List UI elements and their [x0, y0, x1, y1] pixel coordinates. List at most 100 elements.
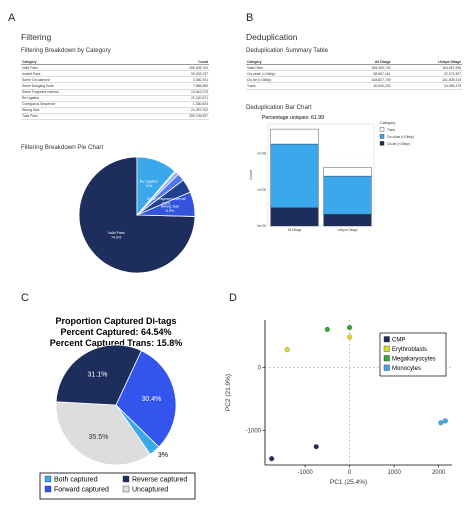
scatter-y-tick-label: -1000 [246, 428, 262, 434]
scatter-legend-swatch-erythroblasts [383, 345, 390, 352]
table-row: Same Fragment Internal 13,342,073 [21, 89, 209, 96]
filtering-pie-label-re-ligation: Re Ligation [140, 179, 158, 183]
table-row: Cis-close (<10kbp) 55,667,161 22,073,307 [246, 70, 462, 78]
capture-pie-legend [39, 472, 196, 500]
table-cell: Re Ligation [21, 95, 143, 102]
table-cell: 22,220,971 [143, 95, 209, 102]
table-cell: Valid Pairs [21, 64, 143, 72]
scatter-x-tick-label: -1000 [297, 470, 313, 476]
table-row: Re Ligation 22,220,971 [21, 95, 209, 102]
capture-pie-title-line-1: Proportion Captured Di-tags [56, 316, 177, 326]
table-row: Valid Pairs 265,305,700 [21, 64, 209, 72]
bar-legend-label-trans: Trans [387, 128, 395, 132]
scatter-legend-label-cmp: CMP [392, 338, 405, 344]
capture-legend-label-reverse-captured: Reverse captured [132, 477, 187, 484]
table-cell: 24,387,202 [143, 107, 209, 114]
capture-legend-swatch-both-captured [44, 475, 52, 483]
filtering-pie-pct-same-fragment-internal: 3.8% [162, 202, 171, 206]
scatter-point-monocytes [438, 420, 444, 426]
table-cell: Cis-far (>10kbp) [246, 76, 333, 84]
panel-a-letter: A [8, 12, 16, 24]
table-cell: Contiguous Sequence [21, 101, 143, 108]
table-row: Contiguous Sequence 1,330,844 [21, 101, 209, 108]
capture-legend-swatch-forward-captured [44, 485, 52, 493]
scatter-legend-label-monocytes: Monocytes [392, 366, 421, 372]
scatter-point-cmp [269, 456, 275, 462]
table-row: Valid Pairs 265,305,700 164,557,996 [246, 64, 462, 72]
capture-pie-label-uncaptured: 35.5% [89, 434, 109, 441]
filtering-pie-label-same-fragment-internal: Same Fragment Internal [147, 197, 186, 201]
pca-scatter-chart: -1000 0 1000 2000 -1000 0 PC1 (25.4%) PC2 (21.9… [225, 320, 452, 486]
bar-legend-title: Category [380, 121, 396, 125]
table-cell: Wrong Size [21, 107, 143, 114]
capture-pie-slice-reverse-captured [55, 344, 142, 406]
scatter-point-monocytes [442, 418, 448, 424]
table-cell: Invalid Pairs [21, 70, 143, 78]
bar-all-ditags-cis-close-10kbp [270, 143, 319, 208]
table-cell: Same Circularised [21, 76, 143, 84]
table-cell: Same Dangling Ends [21, 82, 143, 90]
panel-a-pie-title: Filtering Breakdown Pie Chart [21, 144, 104, 151]
capture-legend-label-both-captured: Both captured [54, 477, 98, 484]
scatter-x-axis-label: PC1 (25.4%) [330, 479, 367, 486]
scatter-legend-swatch-megakaryocytes [383, 355, 390, 362]
scatter-legend-swatch-cmp [383, 336, 390, 343]
table-cell: 1,330,844 [143, 101, 209, 108]
bar-all-ditags-cis-far-10kbp [270, 207, 319, 227]
scatter-x-tick-label: 0 [348, 470, 352, 476]
panel-b-letter: B [246, 12, 254, 24]
scatter-point-megakaryocytes [347, 325, 353, 331]
panel-c-letter: C [21, 292, 29, 304]
table-cell: Valid Pairs [246, 64, 333, 72]
capture-legend-label-uncaptured: Uncaptured [132, 487, 168, 494]
filtering-pie-label-valid-pairs: Valid Pairs [108, 231, 125, 235]
filtering-table: Category Count Valid Pairs 265,305,700 Inva… [21, 59, 209, 121]
dedup-bar-chart: Percentage uniques: 61.99 0e+00 1e+08 2e+08… [249, 115, 414, 232]
table-cell: 101,409,310 [391, 76, 462, 84]
table-cell: Trans [246, 82, 333, 90]
bar-unique-ditags-trans [323, 167, 372, 177]
table-cell: 265,305,700 [143, 64, 209, 72]
filtering-table-header-count: Count [143, 59, 209, 66]
scatter-x-tick-label: 2000 [432, 470, 446, 476]
table-row: Invalid Pairs 90,302,237 [21, 70, 209, 78]
capture-pie-title-line-2: Percent Captured: 64.54% [60, 327, 171, 337]
capture-pie-title-line-3: Percent Captured Trans: 15.8% [50, 338, 183, 348]
panel-d-letter: D [229, 292, 237, 304]
scatter-point-erythroblasts [284, 347, 290, 353]
panel-b-title: Deduplication [246, 32, 298, 42]
scatter-point-cmp [313, 444, 319, 450]
filtering-pie-slice-re-ligation [136, 156, 176, 217]
bar-x-tick-label: All Ditags [288, 228, 302, 232]
bar-y-tick-label: 2e+08 [257, 151, 266, 155]
scatter-point-megakaryocytes [324, 326, 330, 333]
scatter-legend [379, 332, 447, 377]
filtering-pie-pct-valid-pairs: 74.6% [111, 236, 122, 240]
table-cell: 164,557,996 [391, 64, 462, 72]
scatter-legend-swatch-monocytes [383, 364, 390, 371]
scatter-point-erythroblasts [347, 334, 353, 340]
panel-a-title: Filtering [21, 32, 52, 42]
scatter-legend-label-erythroblasts: Erythroblasts [392, 347, 427, 353]
capture-pie-label-reverse-captured: 31.1% [88, 372, 108, 379]
table-cell: 24,055,379 [391, 82, 462, 90]
scatter-x-tick-label: 1000 [387, 470, 401, 476]
bar-y-tick-label: 1e+08 [257, 188, 266, 192]
capture-pie-slice-uncaptured [55, 401, 151, 466]
table-row: Same Dangling Ends 7,556,980 [21, 82, 209, 90]
table-cell: 3,360,201 [143, 76, 209, 84]
bar-legend-label-cis-far-10kbp: Cis-far (>10kbp) [387, 142, 410, 146]
dedup-table: Category All Ditags Unique Ditags Valid Pa… [246, 59, 462, 90]
capture-legend-swatch-uncaptured [122, 485, 130, 493]
table-cell: 168,827,749 [332, 76, 392, 84]
capture-pie-label-both-captured: 3% [158, 452, 168, 459]
bar-legend-swatch-trans [379, 127, 385, 132]
table-cell: Cis-close (<10kbp) [246, 70, 333, 78]
table-cell: 90,302,237 [143, 70, 209, 78]
capture-pie-slice-forward-captured [115, 350, 177, 448]
table-cell: Same Fragment Internal [21, 89, 143, 96]
table-row: Wrong Size 24,387,202 [21, 107, 209, 114]
scatter-y-tick-label: 0 [258, 365, 262, 371]
capture-legend-label-forward-captured: Forward captured [54, 487, 109, 494]
